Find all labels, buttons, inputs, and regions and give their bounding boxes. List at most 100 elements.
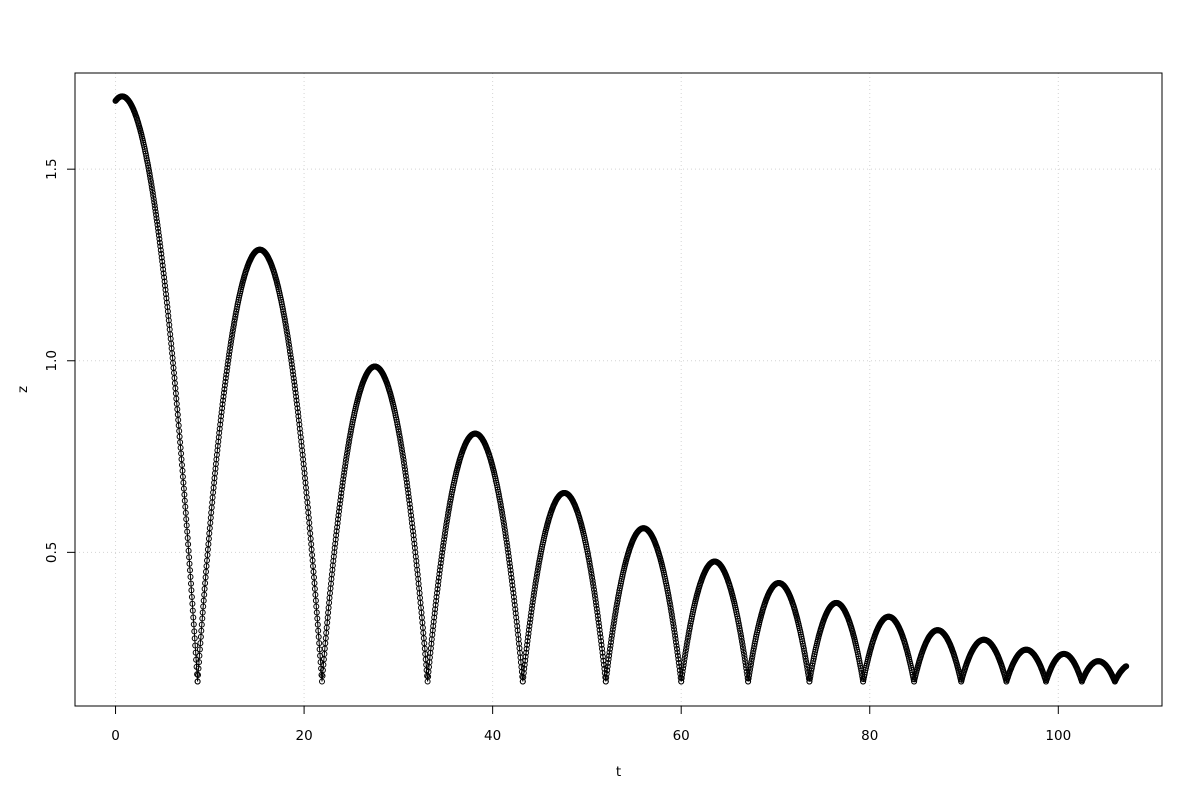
data-point-circle-icon <box>514 623 521 630</box>
data-point-circle-icon <box>671 629 678 636</box>
data-point-circle-icon <box>400 456 407 463</box>
data-point-circle-icon <box>514 627 521 634</box>
data-point-circle-icon <box>409 524 416 531</box>
data-point-circle-icon <box>608 639 614 646</box>
data-point-circle-icon <box>150 196 157 202</box>
data-point-circle-icon <box>532 583 539 590</box>
data-point-circle-icon <box>310 568 317 575</box>
axes: 0 20 40 60 80 100 0.5 1.0 1.5 t z <box>15 158 1071 780</box>
data-point-circle-icon <box>156 236 163 242</box>
data-point-circle-icon <box>185 541 192 548</box>
data-point-circle-icon <box>151 199 158 206</box>
data-point-circle-icon <box>501 524 508 530</box>
data-point-circle-icon <box>292 389 299 396</box>
data-point-circle-icon <box>222 378 229 385</box>
data-point-circle-icon <box>330 558 337 564</box>
data-point-circle-icon <box>403 476 410 483</box>
data-point-circle-icon <box>678 678 685 685</box>
data-point-circle-icon <box>315 627 322 634</box>
data-point-circle-icon <box>286 345 293 351</box>
data-point-circle-icon <box>606 649 613 656</box>
data-point-circle-icon <box>314 621 321 628</box>
data-point-circle-icon <box>437 560 444 567</box>
data-point-circle-icon <box>330 553 337 560</box>
data-point-circle-icon <box>529 602 536 609</box>
data-point-circle-icon <box>342 460 349 466</box>
data-point-circle-icon <box>203 568 209 575</box>
data-point-circle-icon <box>312 597 319 604</box>
data-point-circle-icon <box>202 580 209 587</box>
data-point-circle-icon <box>498 506 505 513</box>
data-point-circle-icon <box>214 447 221 454</box>
data-point-circle-icon <box>532 580 539 587</box>
data-point-circle-icon <box>531 589 538 596</box>
data-point-circle-icon <box>674 645 680 652</box>
data-point-circle-icon <box>670 623 677 630</box>
data-point-circle-icon <box>176 433 183 440</box>
data-point-circle-icon <box>669 614 676 621</box>
data-point-circle-icon <box>224 361 231 368</box>
data-point-circle-icon <box>159 258 166 265</box>
data-point-circle-icon <box>230 324 237 331</box>
data-point-circle-icon <box>288 357 295 364</box>
data-point-circle-icon <box>178 456 185 463</box>
data-point-circle-icon <box>224 364 231 371</box>
data-point-circle-icon <box>670 620 677 627</box>
data-point-circle-icon <box>530 596 537 602</box>
data-point-circle-icon <box>803 658 810 665</box>
data-point-circle-icon <box>283 327 290 334</box>
data-point-circle-icon <box>186 554 193 561</box>
data-point-circle-icon <box>526 623 533 630</box>
data-point-circle-icon <box>747 666 753 673</box>
data-point-circle-icon <box>200 597 207 604</box>
data-point-circle-icon <box>235 296 242 303</box>
data-point-circle-icon <box>182 509 189 516</box>
x-axis-tick-label: 20 <box>295 728 312 744</box>
data-point-circle-icon <box>512 610 519 617</box>
data-point-circle-icon <box>308 546 315 553</box>
data-point-circle-icon <box>429 627 436 634</box>
data-point-circle-icon <box>345 442 352 449</box>
data-point-circle-icon <box>152 208 159 215</box>
data-point-circle-icon <box>407 504 414 511</box>
data-point-circle-icon <box>285 338 292 345</box>
data-point-circle-icon <box>607 645 613 652</box>
data-point-circle-icon <box>666 600 673 607</box>
data-point-circle-icon <box>223 371 230 378</box>
data-point-circle-icon <box>444 515 451 522</box>
data-point-circle-icon <box>690 608 696 615</box>
data-point-circle-icon <box>525 626 532 633</box>
data-point-circle-icon <box>445 506 452 513</box>
data-point-circle-icon <box>398 445 405 452</box>
data-point-circle-icon <box>198 627 205 634</box>
data-point-circle-icon <box>147 175 154 182</box>
data-point-circle-icon <box>309 552 316 558</box>
data-point-circle-icon <box>438 556 445 563</box>
data-point-circle-icon <box>746 672 753 679</box>
data-point-circle-icon <box>679 671 686 678</box>
data-point-circle-icon <box>595 619 602 626</box>
data-point-circle-icon <box>402 469 409 476</box>
data-point-circle-icon <box>741 656 748 662</box>
data-point-circle-icon <box>588 569 595 576</box>
data-point-circle-icon <box>406 497 413 504</box>
data-point-circle-icon <box>339 479 346 486</box>
data-point-circle-icon <box>435 578 442 585</box>
data-point-circle-icon <box>297 434 304 441</box>
data-point-circle-icon <box>311 585 318 592</box>
data-point-circle-icon <box>342 463 349 470</box>
data-point-circle-icon <box>195 672 201 678</box>
data-point-circle-icon <box>332 536 339 543</box>
data-point-circle-icon <box>529 599 536 606</box>
y-axis-tick-label: 0.5 <box>44 542 60 563</box>
data-point-circle-icon <box>336 504 343 511</box>
data-point-circle-icon <box>745 678 752 685</box>
data-point-circle-icon <box>499 509 506 516</box>
data-point-circle-icon <box>198 621 205 628</box>
data-point-circle-icon <box>497 501 504 508</box>
data-point-circle-icon <box>509 586 516 593</box>
data-point-circle-icon <box>202 574 209 581</box>
data-point-circle-icon <box>295 409 301 416</box>
data-point-circle-icon <box>184 535 191 541</box>
data-point-circle-icon <box>534 571 540 578</box>
